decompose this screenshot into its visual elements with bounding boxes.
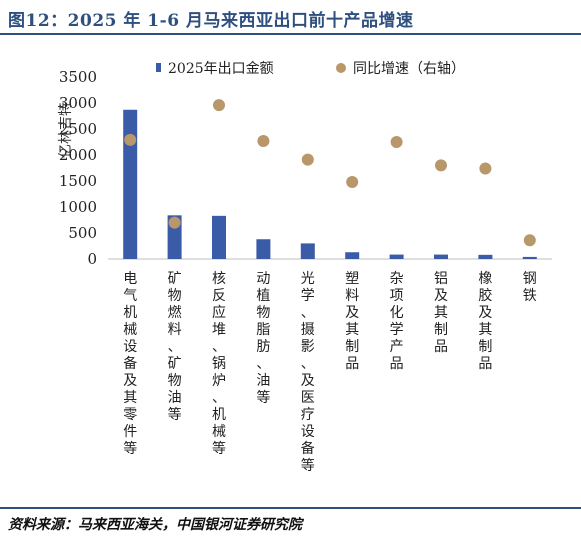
category-label: 钢铁 [523,271,537,304]
category-label: 动植物脂肪、油等 [256,271,270,406]
y-axis-label: 亿林吉特 [58,102,74,158]
growth-dot [523,234,536,247]
growth-dot [301,153,314,166]
chart-title: 图12：2025 年 1-6 月马来西亚出口前十产品增速 [8,11,414,31]
y-tick-label: 0 [87,250,97,268]
bar-series [123,109,537,259]
dot-series [124,99,536,247]
growth-dot [346,176,359,189]
chart: 0 500 1000 1500 2000 2500 3000 3500 电气机械设备及其零件等… [58,61,552,474]
category-label: 塑料及其制品 [345,271,359,372]
legend-bar-swatch [156,63,161,72]
legend-bar-label: 2025年出口金额 [168,61,274,77]
title-rule [0,33,581,35]
legend-dot-swatch [336,63,346,73]
category-label: 核反应堆、锅炉、机械等 [212,271,226,457]
y-tick-label: 3000 [59,94,97,112]
growth-dot [479,162,492,175]
growth-dot [168,216,181,229]
bar [123,109,138,259]
bar [345,252,360,259]
category-label: 杂项化学产品 [390,271,404,372]
y-tick-label: 2500 [59,120,97,138]
growth-dot [124,133,137,146]
source-note: 资料来源：马来西亚海关，中国银河证券研究院 [8,517,302,533]
y-tick-label: 1500 [59,172,97,190]
growth-dot [257,134,270,147]
growth-dot [213,99,225,112]
legend-dot-label: 同比增速（右轴） [353,61,465,77]
legend: 2025年出口金额 同比增速（右轴） [156,61,465,77]
category-label: 铝及其制品 [434,271,448,355]
y-tick-label: 1000 [59,198,97,216]
growth-dot [435,159,447,172]
bar [522,256,537,259]
bar [389,254,404,259]
y-tick-label: 3500 [59,68,97,86]
category-label: 电气机械设备及其零件等 [123,271,137,457]
bar [256,239,271,259]
y-tick-label: 2000 [59,146,97,164]
category-label: 光学、摄影、及医疗设备等 [301,271,315,474]
bar [212,215,226,259]
category-label: 矿物燃料、矿物油等 [168,271,182,423]
category-labels: 电气机械设备及其零件等 矿物燃料、矿物油等 核反应堆、锅炉、机械等 动植物脂肪、油等 光… [123,271,537,474]
y-tick-label: 500 [68,224,97,242]
bar [434,254,448,259]
growth-dot [390,136,403,148]
bar [300,243,315,259]
bar [478,254,493,259]
category-label: 橡胶及其制品 [478,271,492,372]
source-rule [0,507,581,509]
y-axis: 0 500 1000 1500 2000 2500 3000 3500 [59,68,97,268]
